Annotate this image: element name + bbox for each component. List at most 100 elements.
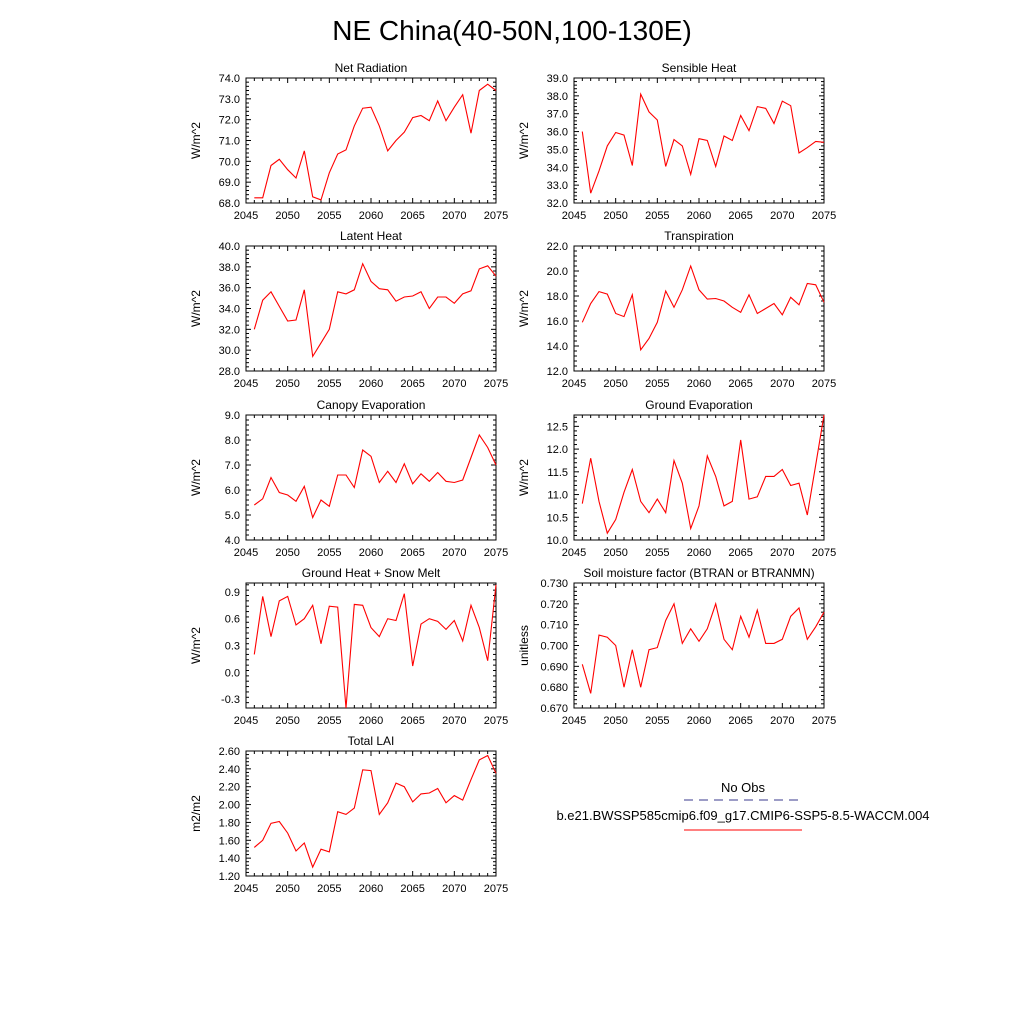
y-tick-label: 71.0 bbox=[219, 136, 240, 148]
series-line bbox=[253, 262, 497, 359]
y-tick-label: 34.0 bbox=[547, 162, 568, 174]
y-tick-label: 8.0 bbox=[225, 435, 240, 447]
panel-title: Sensible Heat bbox=[662, 61, 737, 75]
x-tick-label: 2055 bbox=[317, 547, 341, 559]
plot-frame bbox=[573, 245, 825, 372]
x-tick-label: 2065 bbox=[728, 715, 752, 727]
x-tick-label: 2075 bbox=[484, 715, 508, 727]
plot-frame bbox=[245, 750, 497, 877]
panel-7: Soil moisture factor (BTRAN or BTRANMN) 2… bbox=[517, 566, 836, 727]
x-tick-label: 2070 bbox=[770, 378, 794, 390]
y-tick-label: 0.0 bbox=[225, 667, 240, 679]
y-tick-label: 36.0 bbox=[547, 127, 568, 139]
series-line bbox=[254, 83, 497, 201]
x-tick-label: 2050 bbox=[603, 378, 627, 390]
y-tick-label: 4.0 bbox=[225, 535, 240, 547]
x-tick-label: 2045 bbox=[562, 378, 586, 390]
x-tick-label: 2075 bbox=[812, 547, 836, 559]
x-tick-label: 2065 bbox=[400, 715, 424, 727]
y-axis-label: W/m^2 bbox=[517, 290, 531, 327]
y-tick-label: 36.0 bbox=[219, 283, 240, 295]
panels: Net Radiation 2045 2050 2055 2060 2065 2070 207… bbox=[189, 61, 836, 895]
x-tick-label: 2065 bbox=[400, 883, 424, 895]
y-tick-label: 74.0 bbox=[219, 73, 240, 85]
x-tick-label: 2045 bbox=[562, 715, 586, 727]
panel-title: Ground Heat + Snow Melt bbox=[302, 566, 441, 580]
x-tick-label: 2060 bbox=[687, 378, 711, 390]
y-tick-label: 2.40 bbox=[219, 764, 240, 776]
series-line bbox=[253, 433, 497, 520]
y-axis-label: W/m^2 bbox=[189, 459, 203, 496]
x-tick-label: 2075 bbox=[812, 210, 836, 222]
x-tick-label: 2045 bbox=[562, 210, 586, 222]
x-tick-label: 2075 bbox=[812, 715, 836, 727]
y-tick-label: 35.0 bbox=[547, 144, 568, 156]
x-tick-label: 2070 bbox=[442, 210, 466, 222]
panel-4: Canopy Evaporation 2045 2050 2055 2060 2065 20… bbox=[189, 398, 508, 559]
y-tick-label: 32.0 bbox=[219, 324, 240, 336]
x-tick-label: 2055 bbox=[317, 883, 341, 895]
x-tick-label: 2060 bbox=[359, 378, 383, 390]
x-tick-label: 2075 bbox=[812, 378, 836, 390]
x-tick-label: 2055 bbox=[317, 378, 341, 390]
y-tick-label: 37.0 bbox=[547, 109, 568, 121]
y-tick-label: 34.0 bbox=[219, 304, 240, 316]
y-tick-label: 0.6 bbox=[225, 614, 240, 626]
x-tick-label: 2065 bbox=[400, 547, 424, 559]
x-tick-label: 2065 bbox=[728, 210, 752, 222]
plot-frame bbox=[245, 77, 497, 204]
x-tick-label: 2055 bbox=[645, 715, 669, 727]
y-tick-label: 1.20 bbox=[219, 871, 240, 883]
series-line bbox=[581, 264, 825, 352]
y-tick-label: 0.720 bbox=[540, 599, 568, 611]
x-tick-label: 2075 bbox=[484, 547, 508, 559]
figure-title: NE China(40-50N,100-130E) bbox=[332, 15, 692, 46]
y-axis-label: W/m^2 bbox=[189, 290, 203, 327]
y-axis-label: unitless bbox=[517, 625, 531, 666]
x-tick-label: 2060 bbox=[359, 547, 383, 559]
x-tick-label: 2070 bbox=[770, 210, 794, 222]
legend-obs-label: No Obs bbox=[721, 780, 766, 795]
x-tick-label: 2055 bbox=[645, 378, 669, 390]
series-line bbox=[581, 414, 825, 535]
x-tick-label: 2065 bbox=[400, 210, 424, 222]
panel-title: Total LAI bbox=[348, 734, 395, 748]
series-line bbox=[253, 584, 497, 709]
y-tick-label: 68.0 bbox=[219, 198, 240, 210]
y-tick-label: -0.3 bbox=[221, 694, 240, 706]
x-tick-label: 2060 bbox=[359, 210, 383, 222]
y-tick-label: 39.0 bbox=[547, 73, 568, 85]
x-tick-label: 2055 bbox=[645, 547, 669, 559]
panel-1: Sensible Heat 2045 2050 2055 2060 2065 2070 207… bbox=[517, 61, 836, 222]
y-tick-label: 14.0 bbox=[547, 341, 568, 353]
x-tick-label: 2050 bbox=[603, 715, 627, 727]
y-axis-label: W/m^2 bbox=[517, 459, 531, 496]
legend: No Obs b.e21.BWSSP585cmip6.f09_g17.CMIP6… bbox=[556, 780, 930, 831]
x-tick-label: 2065 bbox=[728, 547, 752, 559]
y-axis-label: W/m^2 bbox=[189, 122, 203, 159]
y-tick-label: 10.0 bbox=[547, 535, 568, 547]
x-tick-label: 2060 bbox=[359, 715, 383, 727]
y-axis-label: W/m^2 bbox=[189, 627, 203, 664]
plot-frame bbox=[573, 582, 825, 709]
y-tick-label: 0.680 bbox=[540, 682, 568, 694]
y-tick-label: 2.00 bbox=[219, 800, 240, 812]
y-tick-label: 11.5 bbox=[547, 467, 568, 479]
y-tick-label: 28.0 bbox=[219, 366, 240, 378]
y-tick-label: 12.0 bbox=[547, 444, 568, 456]
y-axis-label: m2/m2 bbox=[189, 795, 203, 832]
y-tick-label: 7.0 bbox=[225, 460, 240, 472]
y-tick-label: 6.0 bbox=[225, 485, 240, 497]
panel-title: Latent Heat bbox=[340, 229, 403, 243]
y-tick-label: 0.700 bbox=[540, 641, 568, 653]
y-tick-label: 5.0 bbox=[225, 510, 240, 522]
panel-2: Latent Heat 2045 2050 2055 2060 2065 2070 2075 2… bbox=[189, 229, 508, 390]
x-tick-label: 2045 bbox=[234, 883, 258, 895]
panel-title: Transpiration bbox=[664, 229, 734, 243]
x-tick-label: 2060 bbox=[687, 715, 711, 727]
y-tick-label: 73.0 bbox=[219, 94, 240, 106]
y-axis-label: W/m^2 bbox=[517, 122, 531, 159]
x-tick-label: 2070 bbox=[442, 883, 466, 895]
y-tick-label: 1.40 bbox=[219, 853, 240, 865]
y-tick-label: 16.0 bbox=[547, 316, 568, 328]
